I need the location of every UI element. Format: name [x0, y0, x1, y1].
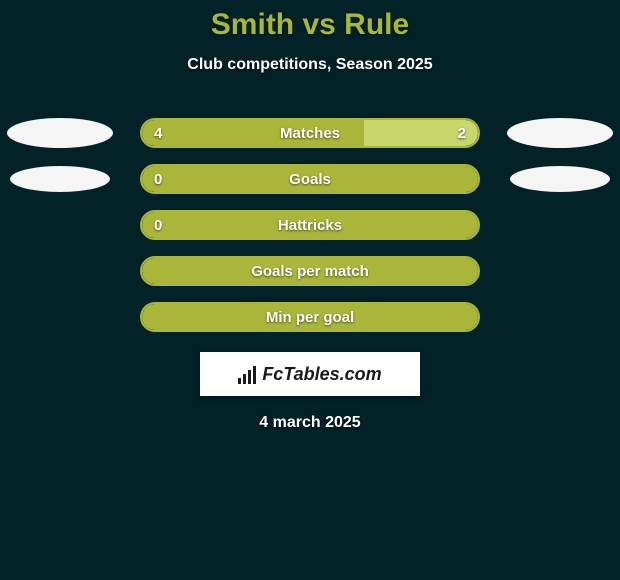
brand-logo: FcTables.com — [200, 352, 420, 396]
comparison-card: Smith vs Rule Club competitions, Season … — [0, 0, 620, 432]
brand-text: FcTables.com — [262, 364, 381, 385]
player-right-photo — [510, 166, 610, 192]
stat-label: Min per goal — [142, 304, 478, 330]
player-left-photo — [7, 118, 113, 148]
stat-bar: Goals per match — [140, 256, 480, 286]
player-right-slot — [500, 118, 620, 148]
stats-section: Matches42Goals0Hattricks0Goals per match… — [0, 118, 620, 332]
page-subtitle: Club competitions, Season 2025 — [187, 56, 432, 74]
stat-row: Min per goal — [0, 302, 620, 332]
stat-row: Goals per match — [0, 256, 620, 286]
stat-label: Goals — [142, 166, 478, 192]
stat-value-right: 2 — [458, 120, 466, 146]
stat-value-left: 0 — [154, 166, 162, 192]
stat-row: Matches4 2 — [0, 118, 620, 148]
stat-value-left: 4 — [154, 120, 162, 146]
stat-value-left: 0 — [154, 212, 162, 238]
stat-bar: Matches4 2 — [140, 118, 480, 148]
page-title: Smith vs Rule — [211, 8, 409, 42]
player-left-slot — [0, 118, 120, 148]
stat-label: Goals per match — [142, 258, 478, 284]
stat-label: Hattricks — [142, 212, 478, 238]
stat-bar: Min per goal — [140, 302, 480, 332]
player-right-photo — [507, 118, 613, 148]
date-text: 4 march 2025 — [259, 414, 360, 432]
player-right-slot — [500, 166, 620, 192]
stat-bar: Goals0 — [140, 164, 480, 194]
bars-icon — [238, 364, 256, 384]
stat-row: Goals0 — [0, 164, 620, 194]
player-left-slot — [0, 166, 120, 192]
stat-label: Matches — [142, 120, 478, 146]
stat-row: Hattricks0 — [0, 210, 620, 240]
player-left-photo — [10, 166, 110, 192]
stat-bar: Hattricks0 — [140, 210, 480, 240]
